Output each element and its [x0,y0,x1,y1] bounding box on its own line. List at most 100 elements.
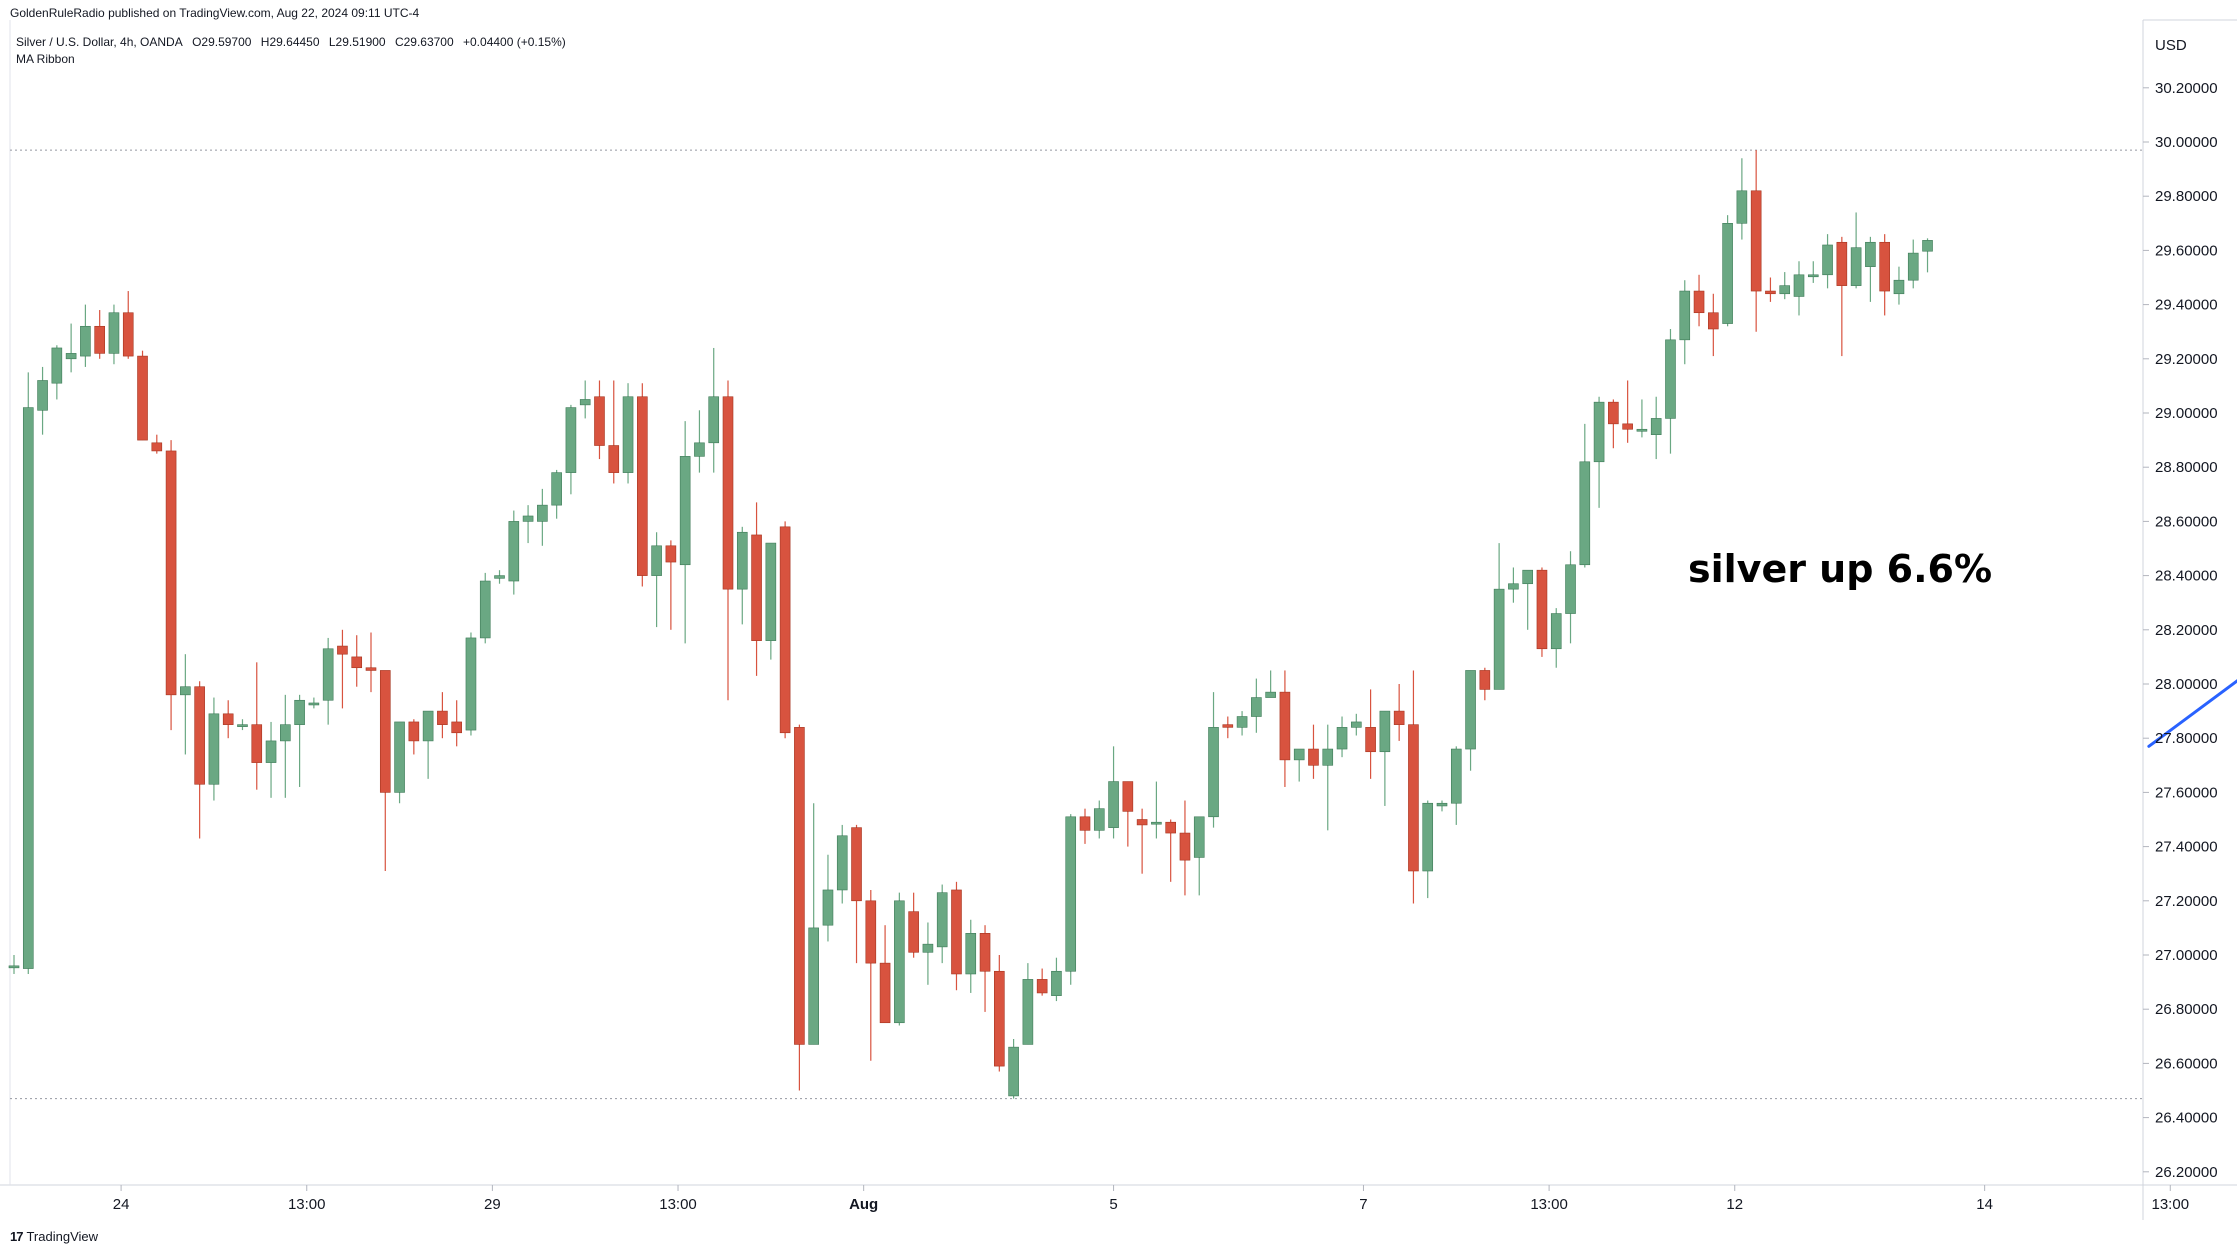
candle[interactable] [222,700,234,739]
candle[interactable] [765,542,777,660]
candle[interactable] [1593,396,1605,508]
y-tick-label[interactable]: 29.80000 [2155,188,2218,205]
candle[interactable] [1322,724,1334,831]
candle[interactable] [1122,781,1134,847]
candle[interactable] [1236,711,1248,736]
candle[interactable] [1265,670,1276,698]
candle[interactable] [1151,781,1162,839]
candle[interactable] [736,526,748,625]
candle[interactable] [594,380,605,460]
candle[interactable] [708,347,720,473]
candle[interactable] [1051,957,1062,1002]
candle[interactable] [1465,670,1476,771]
candle[interactable] [1136,808,1148,874]
candle[interactable] [565,404,577,495]
candle[interactable] [337,629,348,709]
candle[interactable] [508,510,520,595]
candle[interactable] [1393,684,1405,741]
x-tick-label[interactable]: 29 [484,1196,501,1213]
candle[interactable] [836,824,848,904]
candle[interactable] [551,469,562,519]
candle[interactable] [122,291,134,359]
candle[interactable] [965,919,977,993]
candle[interactable] [208,697,220,801]
candle[interactable] [1550,608,1562,668]
indicator-legend[interactable]: MA Ribbon [16,52,75,66]
candle[interactable] [265,721,277,798]
candle[interactable] [1493,543,1505,690]
x-tick-label[interactable]: 7 [1359,1196,1367,1213]
candle[interactable] [1065,814,1077,985]
candle[interactable] [1622,380,1633,443]
y-tick-label[interactable]: 27.20000 [2155,893,2218,910]
candle[interactable] [1636,399,1648,438]
candle[interactable] [1907,239,1919,289]
candle[interactable] [37,366,48,435]
candle[interactable] [994,955,1005,1072]
candle[interactable] [522,505,534,544]
candle[interactable] [1793,261,1805,316]
candle[interactable] [1536,567,1548,657]
candle[interactable] [1408,670,1419,904]
y-tick-label[interactable]: 28.60000 [2155,513,2218,530]
x-tick-label[interactable]: 5 [1109,1196,1117,1213]
candle[interactable] [751,502,762,676]
y-tick-label[interactable]: 27.00000 [2155,947,2218,964]
y-tick-label[interactable]: 30.00000 [2155,134,2218,151]
candle[interactable] [679,421,691,644]
candle[interactable] [1165,819,1176,882]
candle[interactable] [822,854,834,942]
y-tick-label[interactable]: 29.60000 [2155,242,2218,259]
candle[interactable] [1750,150,1762,332]
candle[interactable] [1279,670,1291,787]
candle[interactable] [808,803,819,1045]
candle[interactable] [936,884,948,964]
candle[interactable] [1608,399,1619,449]
y-tick-label[interactable]: 27.60000 [2155,784,2218,801]
candle[interactable] [80,304,91,367]
candle[interactable] [1850,212,1862,289]
candle[interactable] [894,892,905,1026]
candle[interactable] [779,521,791,739]
candle[interactable] [194,681,205,839]
candle[interactable] [1693,274,1705,327]
candle[interactable] [1922,238,1933,273]
candle[interactable] [1650,396,1662,460]
candle[interactable] [1765,277,1776,302]
candle[interactable] [1665,328,1676,454]
y-tick-label[interactable]: 26.60000 [2155,1055,2218,1072]
x-tick-label[interactable]: 13:00 [1530,1196,1568,1213]
candle[interactable] [1036,968,1048,996]
candle[interactable] [451,700,462,747]
candle[interactable] [1865,236,1876,302]
candle[interactable] [394,721,405,804]
y-tick-label[interactable]: 28.80000 [2155,459,2218,476]
candle[interactable] [294,694,305,787]
candle[interactable] [1308,724,1319,779]
candle[interactable] [1836,236,1848,357]
candle[interactable] [1879,234,1890,316]
candle[interactable] [622,383,634,484]
y-tick-label[interactable]: 30.20000 [2155,80,2218,97]
candle[interactable] [1893,266,1905,305]
candle[interactable] [1336,716,1348,758]
candle[interactable] [1379,710,1391,806]
y-tick-label[interactable]: 29.20000 [2155,351,2218,368]
candle[interactable] [8,955,20,974]
candle[interactable] [1422,800,1434,899]
candle[interactable] [651,532,662,628]
candle[interactable] [322,637,334,725]
candle[interactable] [637,383,648,587]
candle[interactable] [1208,692,1219,828]
currency-label[interactable]: USD [2155,37,2187,54]
candle[interactable] [608,380,620,484]
candle[interactable] [422,710,434,779]
candle[interactable] [1722,215,1733,327]
candle[interactable] [1436,800,1448,812]
y-tick-label[interactable]: 28.40000 [2155,568,2218,585]
candle[interactable] [879,925,891,1024]
y-tick-label[interactable]: 29.40000 [2155,297,2218,314]
candle[interactable] [1008,1039,1019,1099]
y-tick-label[interactable]: 29.00000 [2155,405,2218,422]
